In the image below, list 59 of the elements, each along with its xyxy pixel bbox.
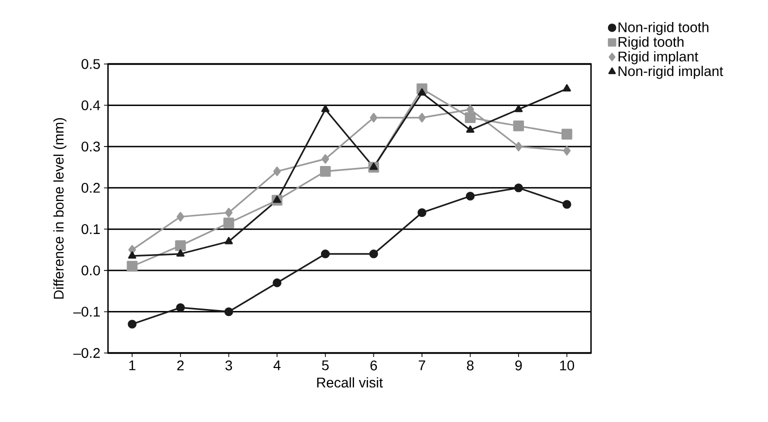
point <box>128 251 136 259</box>
point <box>514 142 522 152</box>
point <box>562 84 571 92</box>
point <box>176 249 185 257</box>
y-tick-label: 0.0 <box>82 265 100 276</box>
y-tick-label: 0.4 <box>82 100 100 110</box>
point <box>369 250 378 258</box>
legend-label: Non-rigid tooth <box>618 22 708 35</box>
x-tick-label: 2 <box>177 360 184 370</box>
y-tick-label: 0.3 <box>82 142 100 152</box>
point <box>126 260 138 272</box>
point <box>370 112 378 122</box>
point <box>272 278 282 288</box>
legend-label: Non-rigid implant <box>618 66 724 79</box>
point <box>272 196 282 203</box>
x-axis-title: Recall visit <box>317 377 383 388</box>
y-tick-label: –0.2 <box>73 348 100 358</box>
point <box>224 307 234 316</box>
point <box>176 303 185 312</box>
point <box>370 162 378 170</box>
y-axis-title: Difference in bone level (mm) <box>53 118 66 299</box>
point <box>464 112 476 124</box>
point <box>176 212 184 222</box>
point <box>563 146 571 156</box>
point <box>175 240 186 252</box>
y-tick-label: –0.1 <box>73 306 100 317</box>
x-tick-label: 10 <box>560 360 574 370</box>
point <box>273 166 281 176</box>
point <box>322 154 330 164</box>
point <box>128 320 137 328</box>
point <box>224 208 233 218</box>
legend-label: Rigid tooth <box>618 36 684 50</box>
point <box>320 166 331 177</box>
y-tick-label: 0.2 <box>82 182 100 193</box>
x-tick-label: 6 <box>370 360 377 370</box>
point <box>320 250 330 258</box>
point <box>514 104 523 112</box>
x-tick-label: 3 <box>225 360 232 370</box>
x-tick-label: 8 <box>466 360 474 370</box>
point <box>321 104 330 112</box>
x-tick-label: 7 <box>418 360 426 370</box>
point <box>513 120 524 132</box>
point <box>561 128 572 140</box>
x-tick-label: 5 <box>322 360 329 370</box>
point <box>466 192 475 201</box>
point <box>223 218 234 228</box>
y-tick-label: 0.5 <box>82 59 100 69</box>
x-tick-label: 1 <box>129 360 136 370</box>
point <box>562 200 572 209</box>
x-tick-label: 9 <box>515 360 522 370</box>
point <box>514 183 523 192</box>
point <box>418 88 426 96</box>
x-tick-label: 4 <box>273 360 281 370</box>
legend-label: Rigid implant <box>618 51 698 64</box>
point <box>224 236 233 244</box>
point <box>418 112 426 122</box>
point <box>418 208 426 218</box>
point <box>466 125 474 133</box>
y-tick-label: 0.1 <box>82 224 100 234</box>
